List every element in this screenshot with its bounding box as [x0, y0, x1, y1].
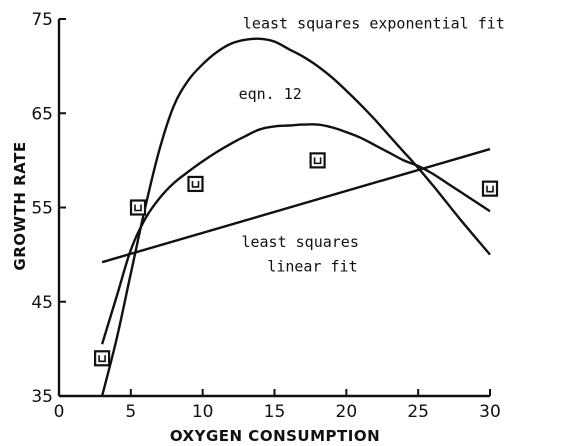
- data-point-box: [309, 152, 326, 169]
- x-tick-label: 30: [479, 402, 501, 422]
- y-tick-label: 35: [31, 387, 53, 407]
- data-points: [93, 152, 499, 367]
- data-point-glyph: [313, 157, 322, 165]
- data-point: [93, 350, 111, 367]
- linear-fit-line: [101, 147, 491, 264]
- x-axis-title: OXYGEN CONSUMPTION: [170, 427, 380, 445]
- exponential-fit-label: least squares exponential fit: [243, 14, 505, 32]
- data-point: [309, 152, 326, 169]
- x-tick-label: 10: [192, 402, 214, 422]
- y-axis-title: GROWTH RATE: [11, 141, 29, 270]
- exponential-fit-curve: [100, 37, 491, 397]
- linear-fit-label-line-1: least squares: [241, 233, 358, 251]
- eqn-12-curve: [100, 123, 491, 345]
- data-point-box: [187, 175, 204, 193]
- data-point: [129, 199, 147, 216]
- data-point: [187, 175, 204, 193]
- x-tick-label: 25: [407, 402, 429, 422]
- x-tick-label: 15: [264, 402, 286, 422]
- y-tick-label: 55: [31, 199, 53, 219]
- data-point-glyph: [191, 180, 200, 188]
- x-tick-label: 0: [54, 402, 65, 422]
- data-point-glyph: [486, 185, 494, 193]
- data-point: [481, 180, 499, 197]
- x-tick-label: 5: [125, 402, 136, 422]
- annotations: least squares exponential fit eqn. 12 leas…: [239, 14, 505, 275]
- axes: 0 5 10 15 20 25 30 35 45 55 65 75: [31, 10, 500, 422]
- x-tick-label: 20: [336, 402, 358, 422]
- eqn-12-label: eqn. 12: [239, 85, 302, 103]
- y-tick-label: 65: [31, 104, 53, 124]
- linear-fit-label-line-2: linear fit: [267, 258, 357, 276]
- y-tick-label: 45: [31, 293, 53, 313]
- y-tick-label: 75: [31, 10, 53, 30]
- fit-curves: [100, 37, 491, 397]
- data-point-glyph: [134, 204, 142, 212]
- data-point-box: [481, 180, 499, 197]
- data-point-box: [129, 199, 147, 216]
- data-point-glyph: [98, 355, 106, 363]
- data-point-box: [93, 350, 111, 367]
